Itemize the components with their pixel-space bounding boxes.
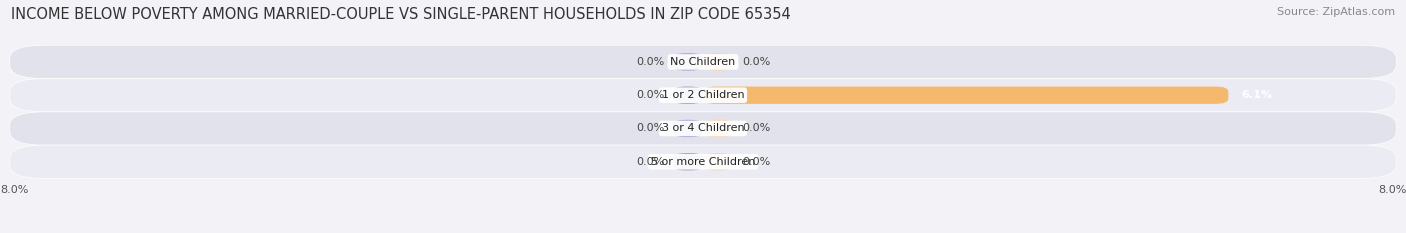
Text: 0.0%: 0.0% xyxy=(636,157,664,167)
FancyBboxPatch shape xyxy=(673,120,703,137)
FancyBboxPatch shape xyxy=(673,153,703,170)
Text: INCOME BELOW POVERTY AMONG MARRIED-COUPLE VS SINGLE-PARENT HOUSEHOLDS IN ZIP COD: INCOME BELOW POVERTY AMONG MARRIED-COUPL… xyxy=(11,7,792,22)
Text: 0.0%: 0.0% xyxy=(742,57,770,67)
Text: Source: ZipAtlas.com: Source: ZipAtlas.com xyxy=(1277,7,1395,17)
Text: 0.0%: 0.0% xyxy=(742,123,770,134)
FancyBboxPatch shape xyxy=(10,45,1396,79)
FancyBboxPatch shape xyxy=(703,153,733,170)
FancyBboxPatch shape xyxy=(703,86,1229,104)
Text: 5 or more Children: 5 or more Children xyxy=(651,157,755,167)
Text: 0.0%: 0.0% xyxy=(636,123,664,134)
FancyBboxPatch shape xyxy=(703,53,733,71)
Text: No Children: No Children xyxy=(671,57,735,67)
Text: 0.0%: 0.0% xyxy=(742,157,770,167)
Text: 0.0%: 0.0% xyxy=(636,90,664,100)
Text: 1 or 2 Children: 1 or 2 Children xyxy=(662,90,744,100)
FancyBboxPatch shape xyxy=(10,145,1396,178)
FancyBboxPatch shape xyxy=(673,86,703,104)
FancyBboxPatch shape xyxy=(703,120,733,137)
Text: 6.1%: 6.1% xyxy=(1241,90,1272,100)
Text: 0.0%: 0.0% xyxy=(636,57,664,67)
Legend: Married Couples, Single Parents: Married Couples, Single Parents xyxy=(586,230,820,233)
Text: 3 or 4 Children: 3 or 4 Children xyxy=(662,123,744,134)
FancyBboxPatch shape xyxy=(673,53,703,71)
FancyBboxPatch shape xyxy=(10,79,1396,112)
FancyBboxPatch shape xyxy=(10,112,1396,145)
